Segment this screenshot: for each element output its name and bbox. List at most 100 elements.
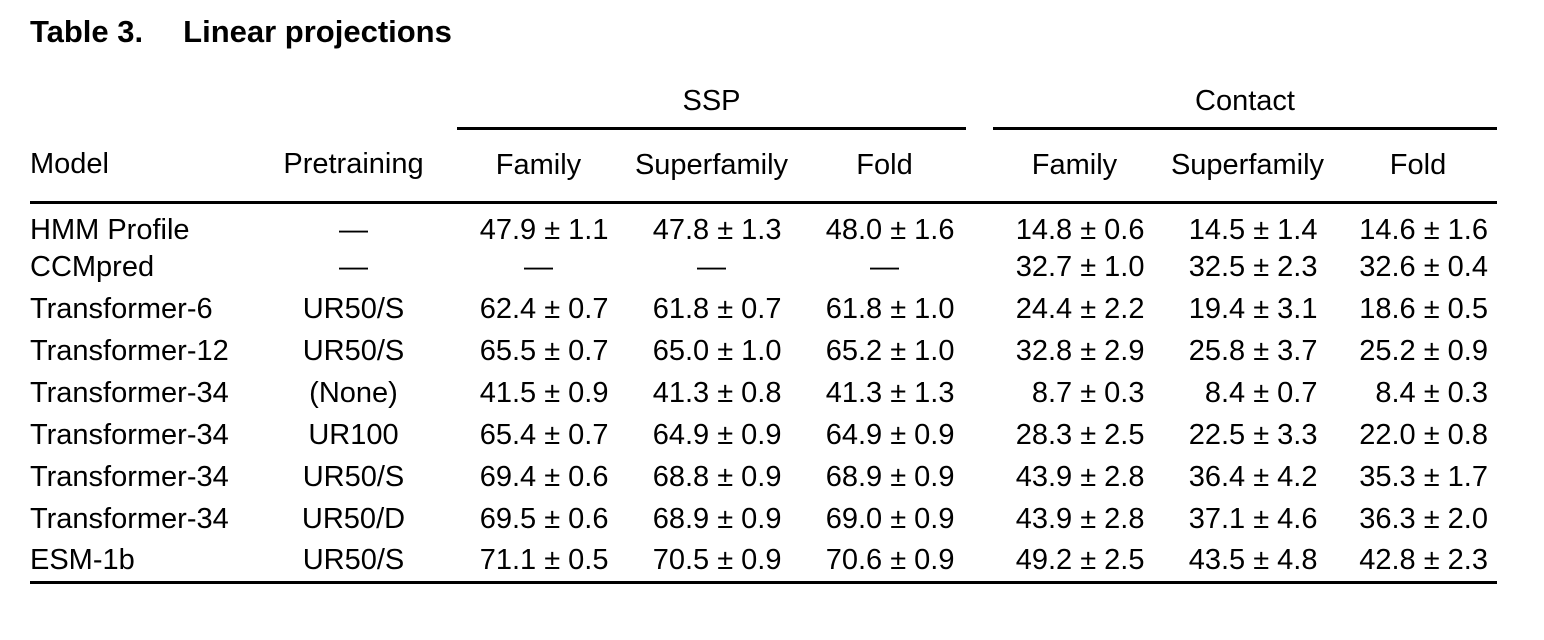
cell-ssp-superfamily-value: 41.3 ± 0.8 (652, 377, 782, 409)
cell-model: Transformer-34 (30, 461, 229, 493)
cell-pretraining: — (339, 251, 368, 283)
cell-contact-fold-value: 8.4 ± 0.3 (1375, 377, 1488, 409)
cell-ssp-family-value: 69.5 ± 0.6 (479, 503, 609, 535)
group-header-empty (30, 70, 457, 128)
cell-model: Transformer-34 (30, 503, 229, 535)
cell-pretraining: UR50/S (302, 335, 405, 367)
column-gap (442, 289, 457, 331)
cell-ssp-superfamily: — (697, 251, 726, 283)
cell-contact-family-value: 14.8 ± 0.6 (1015, 213, 1145, 246)
cell-contact-superfamily: 25.8 ± 3.7 (1156, 331, 1339, 373)
cell-ssp-fold: 61.8 ± 1.0 (803, 289, 966, 331)
cell-ssp-family: 65.5 ± 0.7 (457, 331, 620, 373)
cell-contact-superfamily-value: 14.5 ± 1.4 (1188, 213, 1318, 246)
cell-contact-superfamily: 8.4 ± 0.7 (1156, 373, 1339, 415)
cell-contact-family: 32.7 ± 1.0 (993, 247, 1156, 289)
cell-ssp-family: 71.1 ± 0.5 (457, 540, 620, 584)
cell-model: Transformer-6 (30, 293, 213, 325)
column-gap (966, 540, 993, 584)
cell-contact-fold: 8.4 ± 0.3 (1339, 373, 1497, 415)
column-header-ssp-fold: Fold (803, 128, 966, 204)
column-header-pretraining: Pretraining (265, 128, 442, 204)
cell-contact-fold-value: 36.3 ± 2.0 (1359, 503, 1488, 535)
column-gap (966, 457, 993, 499)
cell-ssp-superfamily-value: 70.5 ± 0.9 (652, 544, 782, 577)
cell-contact-family-value: 43.9 ± 2.8 (1015, 503, 1145, 535)
cell-contact-superfamily-value: 37.1 ± 4.6 (1188, 503, 1318, 535)
table-row: Transformer-34 (None) 41.5 ± 0.9 41.3 ± 0.8… (30, 373, 1497, 415)
cell-contact-family: 43.9 ± 2.8 (993, 499, 1156, 541)
cell-ssp-superfamily: 41.3 ± 0.8 (620, 373, 803, 415)
cell-pretraining: UR100 (308, 419, 399, 451)
cell-contact-family: 43.9 ± 2.8 (993, 457, 1156, 499)
table-row: HMM Profile — 47.9 ± 1.1 47.8 ± 1.3 48.0 ± 1… (30, 202, 1497, 247)
cell-ssp-family-value: 47.9 ± 1.1 (479, 213, 609, 246)
cell-ssp-family-value: 65.5 ± 0.7 (479, 335, 609, 367)
cell-ssp-superfamily: 70.5 ± 0.9 (620, 540, 803, 584)
table-row: ESM-1b UR50/S 71.1 ± 0.5 70.5 ± 0.9 70.6 ± 0… (30, 540, 1498, 584)
column-header-row: Model Pretraining Family Superfamily Fol… (30, 128, 1498, 204)
column-gap (442, 415, 457, 457)
cell-ssp-fold: 68.9 ± 0.9 (803, 457, 966, 499)
cell-contact-fold: 25.2 ± 0.9 (1339, 331, 1497, 373)
column-gap (966, 128, 993, 204)
table-row: CCMpred — — — — 32.7 ± 1.0 32.5 ± 2.3 32.6 ± 0.… (30, 247, 1497, 289)
cell-ssp-fold-value: 64.9 ± 0.9 (825, 419, 955, 451)
cell-contact-superfamily-value: 32.5 ± 2.3 (1188, 251, 1318, 283)
cell-contact-superfamily: 19.4 ± 3.1 (1156, 289, 1339, 331)
cell-ssp-fold: 70.6 ± 0.9 (803, 540, 966, 584)
column-gap (966, 289, 993, 331)
column-header-model: Model (30, 128, 265, 204)
column-gap (442, 202, 457, 247)
cell-ssp-superfamily: 65.0 ± 1.0 (620, 331, 803, 373)
column-gap (966, 415, 993, 457)
cell-contact-fold-value: 35.3 ± 1.7 (1359, 461, 1488, 493)
cell-contact-family-value: 49.2 ± 2.5 (1015, 544, 1145, 577)
cell-ssp-fold-value: 61.8 ± 1.0 (825, 293, 955, 325)
cell-ssp-family-value: 62.4 ± 0.7 (479, 293, 609, 325)
cell-contact-family-value: 28.3 ± 2.5 (1015, 419, 1145, 451)
cell-ssp-fold: 64.9 ± 0.9 (803, 415, 966, 457)
table-caption-title: Linear projections (183, 14, 452, 49)
cell-contact-fold-value: 22.0 ± 0.8 (1359, 419, 1488, 451)
group-gap (966, 70, 993, 128)
column-gap (966, 373, 993, 415)
cell-contact-fold: 18.6 ± 0.5 (1339, 289, 1497, 331)
cell-ssp-family-value: 41.5 ± 0.9 (479, 377, 609, 409)
cell-ssp-family: 62.4 ± 0.7 (457, 289, 620, 331)
cell-ssp-family-value: 69.4 ± 0.6 (479, 461, 609, 493)
cell-contact-fold-value: 18.6 ± 0.5 (1359, 293, 1488, 325)
cell-contact-superfamily: 43.5 ± 4.8 (1156, 540, 1339, 584)
column-gap (442, 247, 457, 289)
cell-pretraining: UR50/S (265, 540, 442, 584)
cell-ssp-fold: 69.0 ± 0.9 (803, 499, 966, 541)
cell-contact-superfamily: 32.5 ± 2.3 (1156, 247, 1339, 289)
cell-contact-fold: 35.3 ± 1.7 (1339, 457, 1497, 499)
cell-ssp-superfamily-value: 47.8 ± 1.3 (652, 213, 782, 246)
cell-ssp-fold: 41.3 ± 1.3 (803, 373, 966, 415)
cell-contact-family: 32.8 ± 2.9 (993, 331, 1156, 373)
cell-ssp-family: — (524, 251, 553, 283)
table-row: Transformer-12 UR50/S 65.5 ± 0.7 65.0 ± 1.0… (30, 331, 1497, 373)
cell-contact-family: 28.3 ± 2.5 (993, 415, 1156, 457)
table-caption-label: Table 3. (30, 14, 144, 49)
cell-contact-superfamily: 22.5 ± 3.3 (1156, 415, 1339, 457)
cell-ssp-fold: 48.0 ± 1.6 (803, 202, 966, 247)
cell-contact-fold-value: 25.2 ± 0.9 (1359, 335, 1488, 367)
table-row: Transformer-34 UR50/D 69.5 ± 0.6 68.9 ± 0.9… (30, 499, 1497, 541)
cell-ssp-superfamily: 68.8 ± 0.9 (620, 457, 803, 499)
cell-ssp-fold: 65.2 ± 1.0 (803, 331, 966, 373)
cell-model: Transformer-34 (30, 377, 229, 409)
cell-contact-family: 8.7 ± 0.3 (993, 373, 1156, 415)
cell-ssp-family: 41.5 ± 0.9 (457, 373, 620, 415)
cell-pretraining: UR50/S (302, 461, 405, 493)
cell-model: ESM-1b (30, 540, 265, 584)
table-row: Transformer-34 UR100 65.4 ± 0.7 64.9 ± 0.9 6… (30, 415, 1497, 457)
column-gap (966, 202, 993, 247)
cell-model: HMM Profile (30, 213, 190, 246)
cell-ssp-family: 69.5 ± 0.6 (457, 499, 620, 541)
cell-ssp-superfamily-value: 68.8 ± 0.9 (652, 461, 782, 493)
cell-contact-fold-value: 14.6 ± 1.6 (1359, 213, 1488, 246)
group-header-ssp: SSP (457, 70, 966, 130)
cell-contact-fold: 36.3 ± 2.0 (1339, 499, 1497, 541)
